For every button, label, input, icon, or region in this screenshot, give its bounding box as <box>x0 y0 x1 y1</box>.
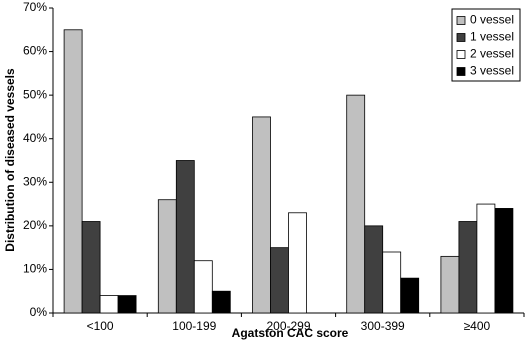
bar <box>252 116 271 314</box>
bar <box>270 247 289 314</box>
bar <box>382 251 402 314</box>
x-tick-label: 300-399 <box>361 319 405 333</box>
x-tick-label: 200-299 <box>266 319 310 333</box>
y-tick-label: 60% <box>23 44 47 58</box>
bar <box>99 295 119 314</box>
bar <box>81 221 101 314</box>
x-tick-label: 100-199 <box>172 319 216 333</box>
legend-label: 2 vessel <box>470 47 514 61</box>
y-tick-label: 50% <box>23 87 47 101</box>
bar <box>440 255 460 314</box>
x-tick-label: ≥400 <box>464 319 491 333</box>
bar <box>117 295 137 314</box>
y-axis-label: Distribution of diseased vessels <box>3 68 17 252</box>
bar <box>175 160 195 314</box>
bar <box>494 208 514 314</box>
bar <box>346 94 366 314</box>
y-tick-label: 30% <box>23 174 47 188</box>
legend-label: 0 vessel <box>470 13 514 27</box>
y-tick-label: 10% <box>23 262 47 276</box>
y-tick-label: 70% <box>23 0 47 14</box>
legend-swatch <box>456 33 466 42</box>
bar <box>400 277 420 314</box>
legend-label: 1 vessel <box>470 30 514 44</box>
bar <box>157 199 177 314</box>
y-tick-label: 40% <box>23 131 47 145</box>
legend-swatch <box>456 50 466 59</box>
legend-swatch <box>456 16 466 25</box>
legend-swatch <box>456 67 466 76</box>
bar <box>63 29 83 314</box>
bar <box>364 225 384 314</box>
bar <box>211 290 231 314</box>
legend-label: 3 vessel <box>470 64 514 78</box>
y-tick-label: 0% <box>30 305 48 319</box>
bar <box>458 221 478 314</box>
bar <box>193 260 213 314</box>
y-tick-label: 20% <box>23 218 47 232</box>
x-axis-label: Agatston CAC score <box>232 326 349 340</box>
bar <box>288 212 307 314</box>
bar <box>476 203 496 314</box>
x-tick-label: <100 <box>87 319 114 333</box>
